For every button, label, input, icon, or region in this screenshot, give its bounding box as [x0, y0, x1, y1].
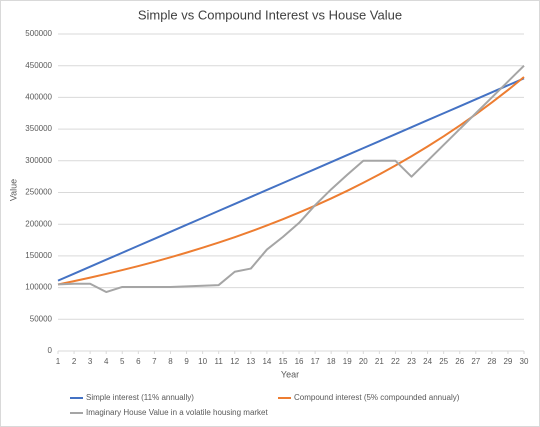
x-tick-label: 10 [198, 357, 207, 366]
x-axis-title: Year [281, 369, 299, 379]
x-tick-label: 1 [56, 357, 61, 366]
x-tick-label: 6 [136, 357, 141, 366]
x-tick-label: 12 [230, 357, 239, 366]
legend-label: Simple interest (11% annually) [86, 393, 194, 402]
y-tick-label: 450000 [25, 61, 52, 70]
legend-label: Imaginary House Value in a volatile hous… [86, 408, 269, 417]
chart-title: Simple vs Compound Interest vs House Val… [138, 7, 402, 22]
x-tick-label: 23 [407, 357, 416, 366]
x-tick-label: 27 [471, 357, 480, 366]
y-tick-label: 400000 [25, 93, 52, 102]
x-tick-label: 22 [391, 357, 400, 366]
y-axis-title: Value [8, 179, 18, 201]
legend-label: Compound interest (5% compounded annualy… [294, 393, 460, 402]
x-tick-label: 4 [104, 357, 109, 366]
x-tick-label: 8 [168, 357, 173, 366]
x-tick-label: 7 [152, 357, 157, 366]
y-tick-label: 150000 [25, 251, 52, 260]
x-tick-label: 18 [327, 357, 336, 366]
x-tick-label: 3 [88, 357, 93, 366]
x-tick-label: 20 [359, 357, 368, 366]
x-tick-label: 17 [311, 357, 320, 366]
y-tick-label: 350000 [25, 124, 52, 133]
y-tick-label: 50000 [30, 314, 53, 323]
x-tick-label: 13 [246, 357, 255, 366]
x-tick-label: 5 [120, 357, 125, 366]
x-tick-label: 30 [520, 357, 529, 366]
x-tick-label: 19 [343, 357, 352, 366]
x-tick-label: 16 [295, 357, 304, 366]
y-tick-label: 0 [48, 346, 53, 355]
series-line [57, 77, 525, 282]
x-tick-label: 2 [72, 357, 77, 366]
series-line [57, 76, 525, 286]
x-tick-label: 26 [455, 357, 464, 366]
x-tick-label: 21 [375, 357, 384, 366]
x-tick-label: 14 [262, 357, 271, 366]
x-tick-label: 29 [503, 357, 512, 366]
x-tick-label: 11 [215, 357, 224, 366]
y-tick-label: 250000 [25, 188, 52, 197]
x-tick-label: 25 [439, 357, 448, 366]
y-tick-label: 100000 [25, 283, 52, 292]
x-tick-label: 28 [487, 357, 496, 366]
x-tick-label: 15 [279, 357, 288, 366]
y-tick-label: 500000 [25, 29, 52, 38]
y-tick-label: 300000 [25, 156, 52, 165]
series-line [57, 64, 525, 294]
y-tick-label: 200000 [25, 219, 52, 228]
x-tick-label: 24 [423, 357, 432, 366]
x-tick-label: 9 [184, 357, 189, 366]
